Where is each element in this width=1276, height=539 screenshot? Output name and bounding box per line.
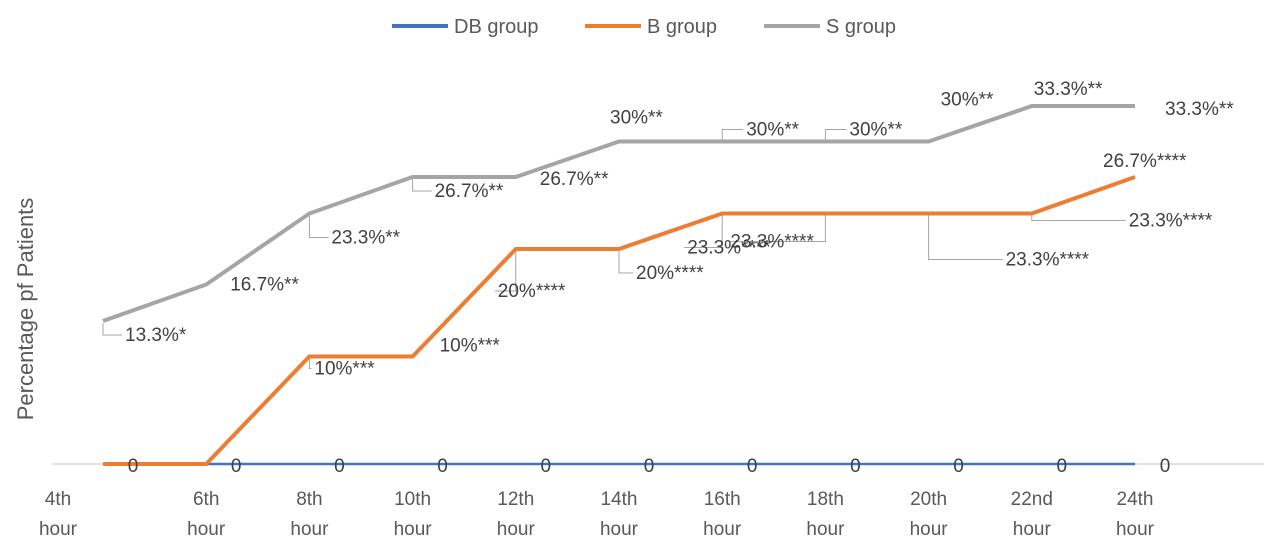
x-tick-label: 6th hour [187,489,226,539]
data-label: 20%**** [498,281,566,302]
x-tick-label: 12th hour [497,489,536,539]
x-tick-label: 10th hour [394,489,433,539]
data-label: 33.3%** [1034,79,1103,100]
label-leader [308,358,312,369]
data-labels: 0 0 0 0 0 0 0 0 0 0 0 10%*** 10%*** 20%**** 20%**** 23.… [125,79,1234,477]
y-axis-label: Percentage pf Patients [13,198,38,421]
data-label: 23.3%**** [1006,250,1090,271]
data-label: 10%*** [440,336,501,357]
data-label: 20%**** [636,263,704,284]
label-leader [618,251,633,274]
data-label: 0 [541,456,552,477]
legend: DB group B group S group [392,16,896,38]
data-label: 23.3%**** [687,238,771,259]
x-tick-label: 20th hour [910,489,949,539]
legend-entry: S group [826,16,896,38]
x-tick-label: 24th hour [1116,489,1155,539]
data-label: 0 [128,456,139,477]
data-label: 10%*** [314,359,375,380]
label-leader [494,251,517,292]
x-tick-label: 4th hour [39,489,78,539]
x-tick-label: 18th hour [806,489,845,539]
data-label: 13.3%* [125,325,187,346]
data-label: 23.3%**** [730,232,814,253]
label-leader [1031,215,1126,222]
legend-entry: DB group [454,16,539,38]
data-label: 0 [1160,456,1171,477]
data-label: 26.7%**** [1103,151,1187,172]
data-label: 16.7%** [230,274,299,295]
data-label: 0 [644,456,655,477]
data-label: 30%** [941,90,994,111]
data-label: 26.7%** [435,181,504,202]
data-label: 26.7%** [540,169,609,190]
label-leader [721,129,744,144]
label-leader [102,323,122,336]
data-label: 30%** [610,108,663,129]
x-tick-label: 22nd hour [1011,489,1053,539]
data-label: 0 [437,456,448,477]
data-label: 0 [747,456,758,477]
label-leader [412,178,432,192]
data-label: 0 [334,456,345,477]
label-leader [308,215,329,239]
series-line [102,104,1135,323]
data-label: 30%** [746,120,799,141]
data-label: 0 [231,456,242,477]
data-label: 23.3%**** [1129,211,1213,232]
label-leader [824,129,847,144]
x-tick-labels: 4th hour 6th hour 8th hour 10th hour 12th hour 14t… [39,489,1155,539]
x-tick-label: 8th hour [290,489,329,539]
data-label: 0 [850,456,861,477]
label-leader [684,215,723,249]
label-leader-lines [102,129,1126,369]
data-label: 0 [953,456,964,477]
label-leader [928,215,1003,261]
data-label: 30%** [849,120,902,141]
data-label: 0 [1057,456,1068,477]
data-label: 33.3%** [1165,99,1234,120]
x-tick-label: 14th hour [600,489,639,539]
legend-entry: B group [647,16,717,38]
series-line [103,175,1136,466]
data-label: 23.3%** [331,228,400,249]
series-lines [102,104,1136,466]
label-leader [727,215,826,243]
x-tick-label: 16th hour [703,489,742,539]
